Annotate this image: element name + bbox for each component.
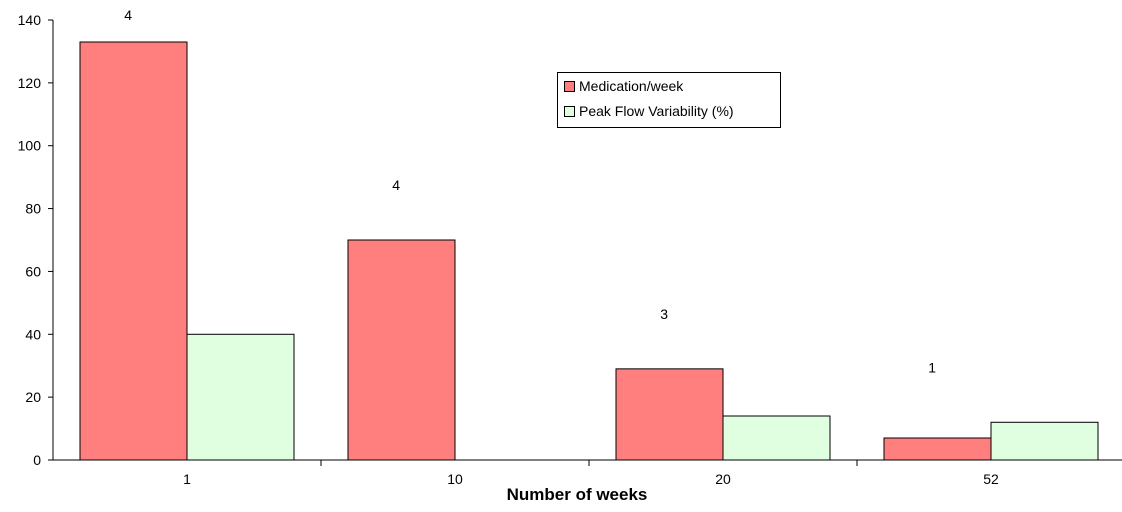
bar-medication	[615, 368, 724, 461]
bar-peak-flow	[990, 421, 1099, 461]
x-tick-label: 1	[183, 471, 191, 487]
legend-label-peak-flow: Peak Flow Variability (%)	[579, 103, 734, 119]
x-tick-label: 20	[715, 471, 731, 487]
y-tick-label: 60	[25, 263, 41, 279]
bar-medication	[79, 41, 188, 461]
y-tick-label: 40	[25, 326, 41, 342]
legend-swatch-peak-flow	[564, 105, 575, 117]
annotation-label: 4	[124, 7, 132, 23]
legend-entry-peak-flow: Peak Flow Variability (%)	[564, 103, 734, 119]
bars	[79, 41, 1099, 461]
y-tick-label: 80	[25, 201, 41, 217]
bar-medication	[883, 437, 992, 461]
labels: 1 4 10 4 20 3 52 1	[124, 7, 999, 487]
x-axis-title: Number of weeks	[507, 485, 648, 504]
x-tick-label: 10	[447, 471, 463, 487]
bar-medication	[347, 239, 456, 461]
bar-peak-flow	[186, 333, 295, 461]
legend-entry-medication: Medication/week	[564, 78, 683, 94]
y-tick-label: 0	[33, 452, 41, 468]
legend-label-medication: Medication/week	[579, 78, 684, 94]
annotation-label: 1	[928, 359, 936, 375]
y-tick-label: 140	[18, 12, 42, 28]
y-tick-label: 120	[18, 75, 42, 91]
x-tick-label: 52	[983, 471, 999, 487]
annotation-label: 4	[392, 177, 400, 193]
legend: Medication/week Peak Flow Variability (%…	[557, 72, 781, 128]
y-tick-label: 20	[25, 389, 41, 405]
legend-swatch-medication	[564, 80, 575, 92]
annotation-label: 3	[660, 306, 668, 322]
y-tick-label: 100	[18, 138, 42, 154]
bar-peak-flow	[722, 415, 831, 461]
